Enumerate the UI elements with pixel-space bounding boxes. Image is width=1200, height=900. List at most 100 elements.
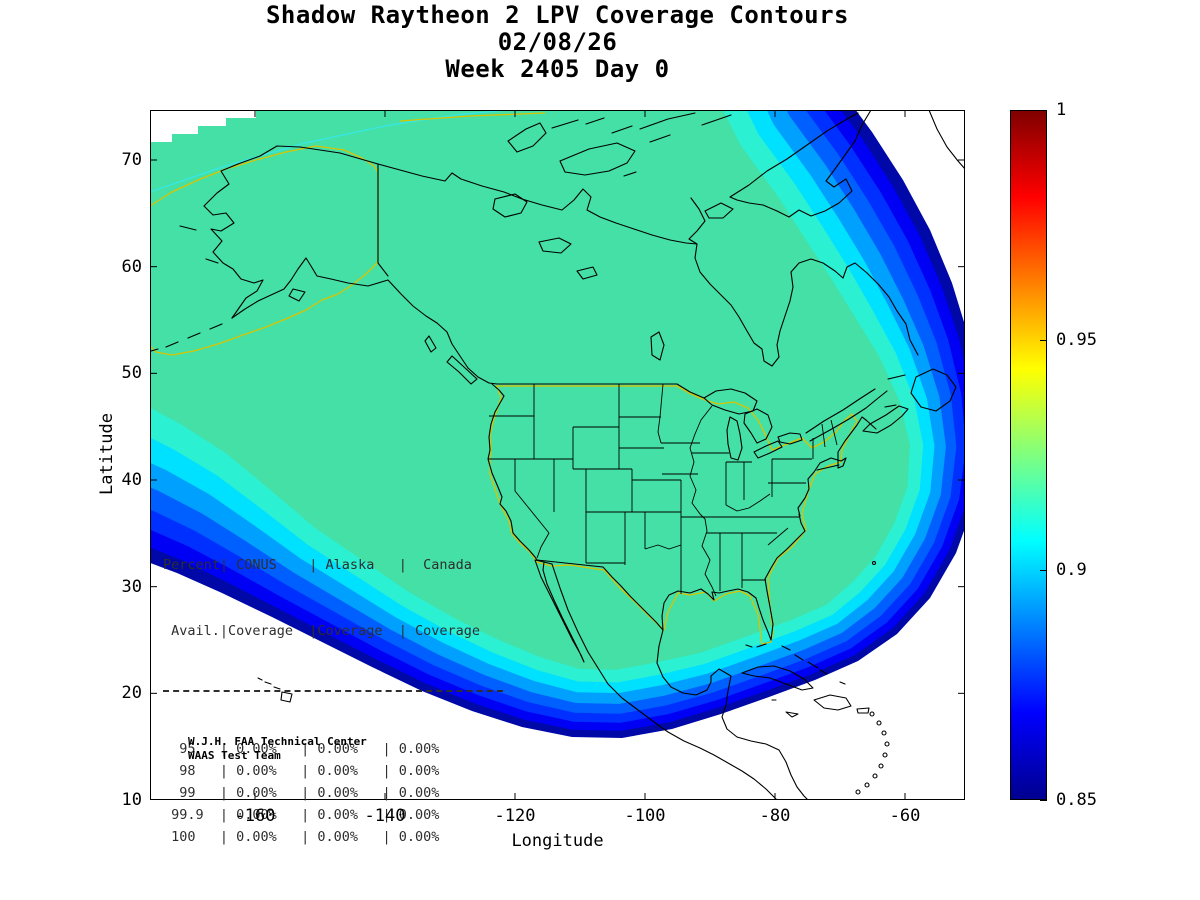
alaska-coast xyxy=(203,145,379,319)
coverage-table-row: 99 | 0.00% | 0.00% | 0.00% xyxy=(163,785,440,801)
nova-scotia xyxy=(862,405,909,434)
annotation-line-2: WAAS Test Team xyxy=(188,749,281,762)
x-tick-label: -140 xyxy=(364,806,406,826)
great-bear-lake xyxy=(492,193,528,218)
lake-erie xyxy=(753,440,783,459)
jamaica xyxy=(785,711,799,718)
y-tick-label: 60 xyxy=(121,256,142,277)
central-america-caribbean-coast xyxy=(721,675,809,800)
greenland-coast xyxy=(928,110,965,170)
y-tick-label: 70 xyxy=(121,150,142,170)
no-data-top-left-notch xyxy=(150,110,256,142)
gulf-and-east-coast xyxy=(661,416,867,641)
haida-gwaii xyxy=(424,335,437,353)
lake-huron xyxy=(743,408,773,444)
long-island xyxy=(816,464,840,471)
hawaii xyxy=(257,677,293,703)
colorbar-gradient xyxy=(1010,110,1047,800)
aleutian-islands xyxy=(150,225,223,352)
baffin-island xyxy=(729,110,872,218)
coverage-table-rows: 95 | 0.00% | 0.00% | 0.00% 98 | 0.00% | … xyxy=(163,738,503,848)
colorbar-tick-mark xyxy=(1040,340,1047,341)
x-tick-label: -120 xyxy=(494,806,536,826)
us-canada-border xyxy=(496,383,705,399)
canada-region-outline-top xyxy=(399,112,546,122)
mexico-gulf-yucatan xyxy=(656,629,732,696)
lake-superior xyxy=(703,388,758,415)
axis-ticks xyxy=(150,110,965,800)
coverage-table-row: 100 | 0.00% | 0.00% | 0.00% xyxy=(163,829,440,845)
hispaniola xyxy=(813,694,852,711)
region-outlines-yellow xyxy=(150,112,858,645)
colorbar-tick-mark xyxy=(1040,570,1047,571)
coastlines xyxy=(150,110,965,800)
y-tick-label: 30 xyxy=(121,576,142,597)
alaska-canada-border xyxy=(377,163,389,277)
bay-of-fundy xyxy=(865,404,897,430)
y-tick-label: 10 xyxy=(121,790,142,810)
arctic-archipelago xyxy=(551,112,732,177)
bermuda xyxy=(871,560,877,566)
x-tick-label: -60 xyxy=(889,806,921,826)
y-tick-label: 40 xyxy=(121,470,142,490)
x-axis-label: Longitude xyxy=(511,831,604,851)
state-border-lines xyxy=(488,383,838,597)
bc-coast xyxy=(436,322,498,385)
st-lawrence xyxy=(805,374,906,442)
lake-michigan xyxy=(726,416,743,461)
title-line-2: 02/08/26 xyxy=(497,28,618,56)
x-tick-label: -80 xyxy=(759,806,791,826)
us-mexico-border xyxy=(536,559,664,631)
lake-winnipeg xyxy=(650,331,665,361)
state-borders xyxy=(488,383,838,597)
map-plot-area xyxy=(150,110,965,800)
florida-keys xyxy=(745,643,767,648)
contour-line-cyan xyxy=(150,110,509,193)
coverage-stats-table: Percent| CONUS | Alaska | Canada Avail.|… xyxy=(163,510,503,870)
lake-ontario xyxy=(777,432,803,445)
banks-island xyxy=(507,122,547,153)
southampton-island xyxy=(704,202,734,219)
cuba xyxy=(741,665,814,691)
vancouver-island xyxy=(446,355,478,385)
coverage-table-header-1: Percent| CONUS | Alaska | Canada xyxy=(163,557,472,573)
colorbar-tick-mark xyxy=(1040,110,1047,111)
credit-annotation: W.J.H. FAA Technical Center WAAS Test Te… xyxy=(188,735,367,763)
kodiak-island xyxy=(288,288,306,302)
colorbar-tick-label: 1 xyxy=(1056,100,1067,120)
bahamas xyxy=(771,645,846,701)
y-tick-label: 50 xyxy=(121,363,142,384)
puerto-rico xyxy=(856,707,870,714)
coverage-bands xyxy=(150,110,965,738)
hudson-bay xyxy=(688,197,794,367)
figure-title: Shadow Raytheon 2 LPV Coverage Contours … xyxy=(150,2,965,83)
baja-california xyxy=(534,559,585,663)
title-line-3: Week 2405 Day 0 xyxy=(445,55,670,83)
canada-arctic-coast xyxy=(377,163,698,245)
coverage-table-row: 95 | 0.00% | 0.00% | 0.00% xyxy=(163,741,440,757)
great-slave-lake xyxy=(538,237,572,254)
y-tick-label: 20 xyxy=(121,683,142,704)
conus-region-outline xyxy=(489,385,858,645)
annotation-line-1: W.J.H. FAA Technical Center xyxy=(188,735,367,748)
coverage-table-header-2: Avail.|Coverage |Coverage | Coverage xyxy=(163,623,480,639)
coverage-table-row: 98 | 0.00% | 0.00% | 0.00% xyxy=(163,763,440,779)
victoria-island xyxy=(559,142,636,176)
coverage-band-level-0.92 xyxy=(150,110,910,670)
us-west-coast xyxy=(487,383,538,561)
colorbar-tick-mark xyxy=(1040,800,1047,801)
colorbar-tick-label: 0.85 xyxy=(1056,790,1097,810)
mexico-pacific-coast xyxy=(551,563,778,800)
alaska-south-coast xyxy=(231,257,438,324)
colorbar-tick-label: 0.9 xyxy=(1056,560,1087,580)
coverage-table-row: 99.9 | 0.00% | 0.00% | 0.00% xyxy=(163,807,440,823)
newfoundland xyxy=(910,368,957,412)
lake-athabasca xyxy=(576,266,598,280)
labrador-coast xyxy=(790,258,919,356)
alaska-region-outline xyxy=(150,145,379,356)
coverage-table-separator xyxy=(163,690,503,692)
colorbar-tick-label: 0.95 xyxy=(1056,330,1097,350)
x-tick-label: -160 xyxy=(234,806,276,826)
title-line-1: Shadow Raytheon 2 LPV Coverage Contours xyxy=(265,1,850,29)
